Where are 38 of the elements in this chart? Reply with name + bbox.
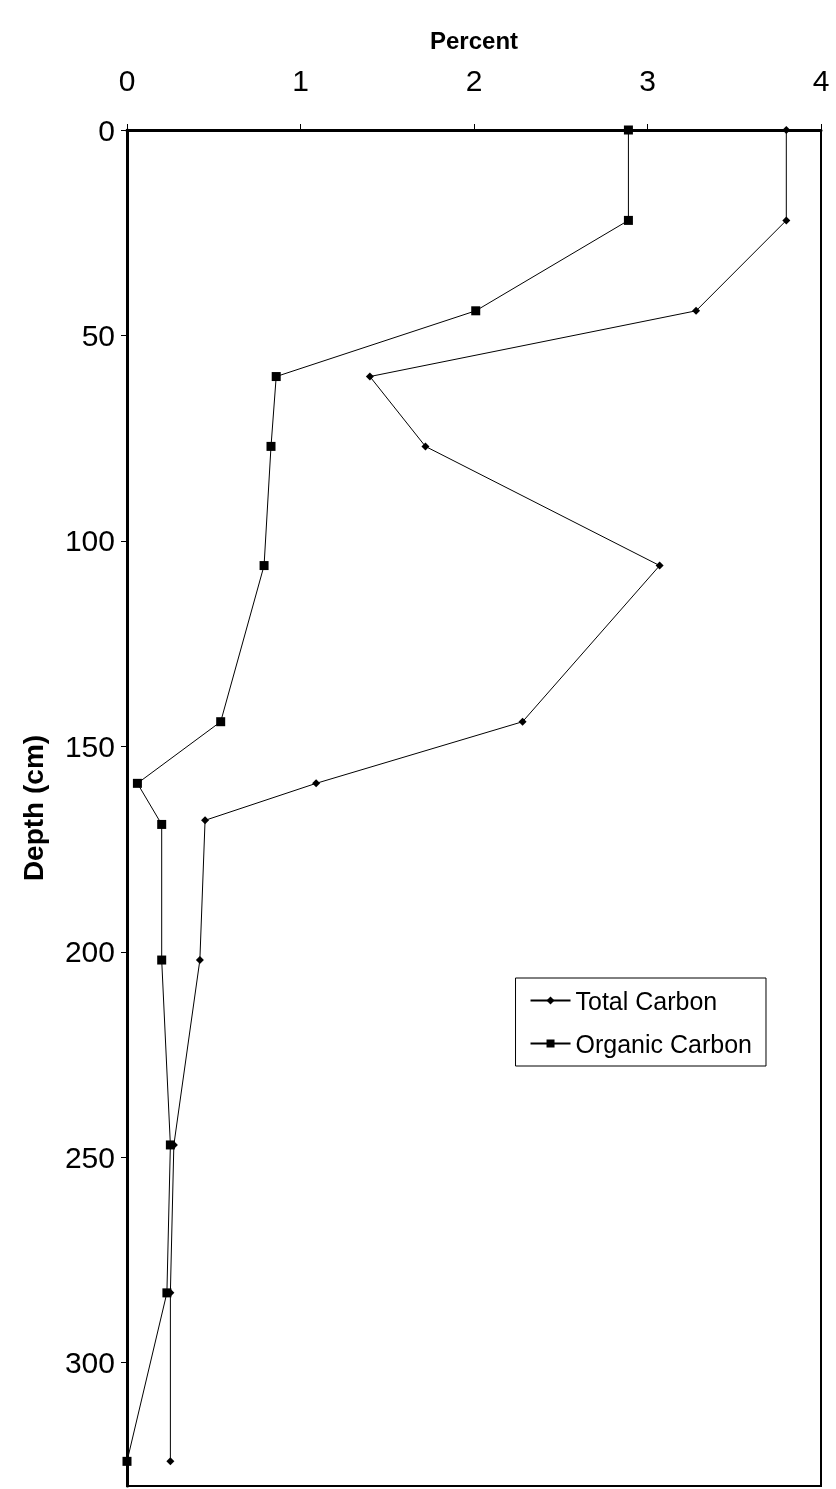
point [623,215,633,225]
point [122,1456,132,1466]
point [692,306,701,315]
point [782,126,791,134]
x-tick-label: 4 [812,63,830,97]
point [157,819,167,829]
point [157,955,167,965]
point [259,561,269,571]
point [421,442,430,451]
y-axis-title: Depth (cm) [17,734,49,882]
point [271,372,281,382]
point [518,717,527,726]
point [623,125,633,135]
point [195,956,204,965]
point [266,441,276,451]
x-axis-title: Percent [429,26,519,54]
legend-label: Total Carbon [575,986,718,1015]
y-tick-label: 250 [64,1140,115,1174]
point [312,779,321,788]
y-tick-label: 300 [64,1346,115,1380]
point [471,306,481,316]
point [132,778,142,788]
x-tick-label: 3 [639,63,656,97]
point [166,1457,175,1466]
point [365,372,374,381]
y-tick-label: 150 [64,729,115,763]
y-tick-label: 0 [98,113,115,147]
point [782,216,791,225]
y-tick-label: 50 [81,318,115,352]
legend-label: Organic Carbon [575,1029,753,1058]
x-tick-label: 2 [465,63,483,97]
point [655,561,664,570]
x-tick-label: 1 [292,63,309,97]
y-tick-label: 200 [64,935,115,969]
x-tick-label: 0 [118,63,136,97]
y-tick-label: 100 [64,524,115,558]
point [216,717,226,727]
point [201,816,210,825]
